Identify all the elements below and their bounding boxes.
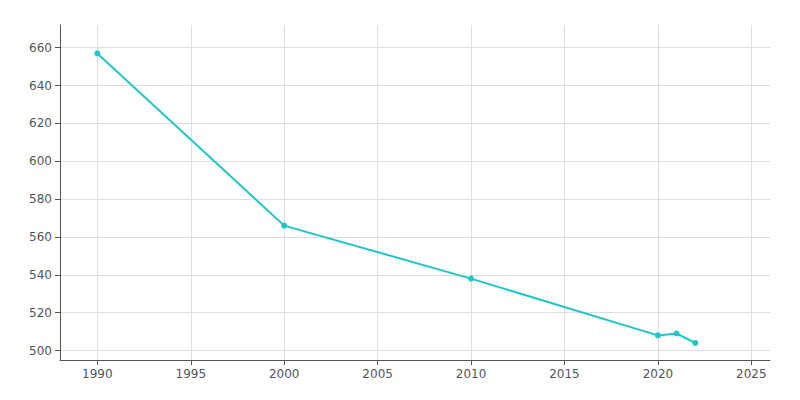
svg-text:520: 520 bbox=[29, 306, 52, 320]
svg-text:2025: 2025 bbox=[736, 367, 767, 381]
svg-text:2010: 2010 bbox=[456, 367, 487, 381]
svg-text:2015: 2015 bbox=[549, 367, 580, 381]
svg-text:560: 560 bbox=[29, 230, 52, 244]
svg-text:540: 540 bbox=[29, 268, 52, 282]
svg-text:640: 640 bbox=[29, 79, 52, 93]
svg-text:1995: 1995 bbox=[176, 367, 207, 381]
svg-text:620: 620 bbox=[29, 116, 52, 130]
svg-text:2005: 2005 bbox=[362, 367, 393, 381]
svg-text:500: 500 bbox=[29, 344, 52, 358]
svg-text:2020: 2020 bbox=[643, 367, 674, 381]
svg-text:660: 660 bbox=[29, 41, 52, 55]
svg-text:580: 580 bbox=[29, 192, 52, 206]
svg-text:600: 600 bbox=[29, 154, 52, 168]
svg-text:2000: 2000 bbox=[269, 367, 300, 381]
svg-text:1990: 1990 bbox=[82, 367, 113, 381]
